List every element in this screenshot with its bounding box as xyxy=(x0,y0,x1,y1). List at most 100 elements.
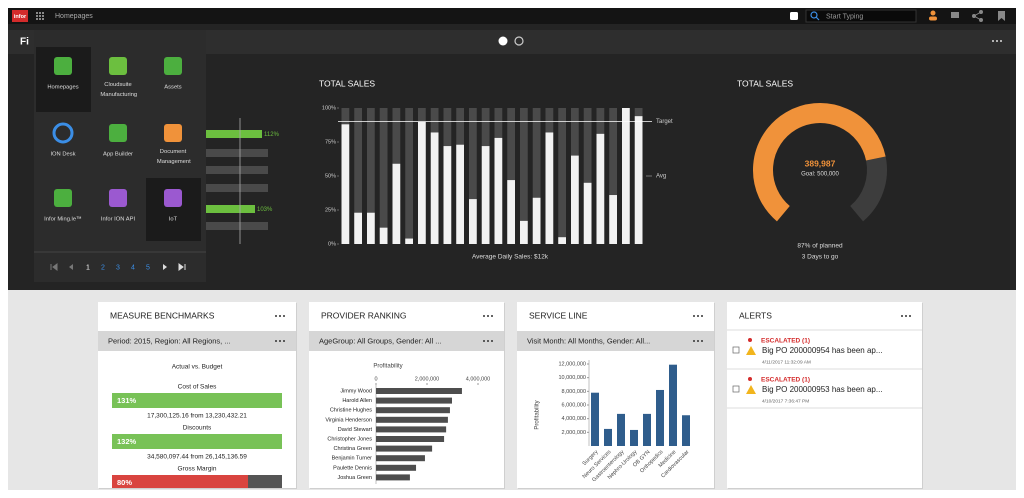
bar-track xyxy=(367,108,375,244)
app-icon[interactable] xyxy=(54,57,72,75)
app-label[interactable]: IoT xyxy=(169,217,178,223)
bar xyxy=(481,146,490,244)
bar xyxy=(392,163,401,244)
left-bar xyxy=(200,130,262,138)
app-icon[interactable] xyxy=(164,124,182,142)
bar xyxy=(376,455,425,462)
menu-dot xyxy=(697,340,699,342)
app-icon[interactable] xyxy=(164,57,182,75)
alert-status: ESCALATED (1) xyxy=(761,377,810,384)
gauge-days: 3 Days to go xyxy=(802,254,839,261)
page-number[interactable]: 3 xyxy=(116,264,120,271)
bar xyxy=(571,155,579,244)
page-number[interactable]: 5 xyxy=(146,264,150,271)
filter-menu[interactable] xyxy=(483,340,493,342)
first-page[interactable] xyxy=(50,263,58,271)
bar xyxy=(630,429,638,446)
page-number[interactable]: 2 xyxy=(101,264,105,271)
card-filter-bar[interactable] xyxy=(309,331,504,351)
card-menu[interactable] xyxy=(693,315,703,317)
alert-message[interactable]: Big PO 200000953 has been ap... xyxy=(762,385,883,394)
card-menu[interactable] xyxy=(275,315,285,317)
benchmark-name: Gross Margin xyxy=(177,466,216,473)
app-icon[interactable] xyxy=(54,189,72,207)
filter-menu[interactable] xyxy=(693,340,703,342)
app-label[interactable]: Cloudsuite Manufacturing xyxy=(99,82,137,98)
app-icon[interactable] xyxy=(109,124,127,142)
app-grid-icon[interactable] xyxy=(36,12,44,20)
search-icon xyxy=(810,11,818,19)
page-number[interactable]: 1 xyxy=(86,264,90,271)
gauge-note: 87% of planned xyxy=(797,243,843,250)
share-icon[interactable] xyxy=(972,10,983,22)
benchmark-detail: 17,300,125.16 from 13,230,432.21 xyxy=(147,413,247,420)
prev-page[interactable] xyxy=(69,264,73,270)
app-icon[interactable] xyxy=(164,189,182,207)
bar xyxy=(354,212,362,244)
category-label: Christopher Jones xyxy=(327,436,372,442)
carousel-dot-active[interactable] xyxy=(498,36,508,46)
app-label[interactable]: ION Desk xyxy=(50,152,75,158)
filter-menu[interactable] xyxy=(275,340,285,342)
menu-dot xyxy=(701,315,703,317)
bar xyxy=(643,413,651,446)
page-number[interactable]: 4 xyxy=(131,264,135,271)
search-box[interactable] xyxy=(805,9,917,23)
chat-icon[interactable] xyxy=(951,12,959,18)
alert-message[interactable]: Big PO 200000954 has been ap... xyxy=(762,346,883,355)
y-tick-label: 75% xyxy=(325,139,336,145)
breadcrumb[interactable]: Homepages xyxy=(55,13,93,20)
app-icon[interactable] xyxy=(109,57,127,75)
gauge-goal-label: Goal: 500,000 xyxy=(801,172,839,178)
menu-dot xyxy=(279,340,281,342)
bar-track xyxy=(532,108,541,244)
bar xyxy=(443,146,452,244)
menu-dot xyxy=(901,315,903,317)
bar xyxy=(532,197,541,244)
app-label[interactable]: Homepages xyxy=(47,85,78,91)
status-dot xyxy=(748,377,752,381)
app-label[interactable]: Document Management xyxy=(155,149,191,165)
card-filter-bar[interactable] xyxy=(517,331,714,351)
bar xyxy=(591,392,599,446)
card-filter: Period: 2015, Region: All Regions, ... xyxy=(108,336,231,345)
benchmark-value: 131% xyxy=(117,396,137,405)
card-menu[interactable] xyxy=(901,315,911,317)
app-icon[interactable] xyxy=(52,122,74,144)
x-tick-label: 0 xyxy=(374,376,377,382)
gauge-track xyxy=(849,156,887,222)
bar xyxy=(376,474,410,481)
category-label: Christina Green xyxy=(333,446,372,452)
app-icon[interactable] xyxy=(109,189,127,207)
category-label: Jimmy Wood xyxy=(340,388,372,394)
card-filter-bar[interactable] xyxy=(98,331,296,351)
carousel-dot[interactable] xyxy=(514,36,524,46)
app-label[interactable]: Infor Ming.le™ xyxy=(44,217,82,223)
alert-checkbox[interactable] xyxy=(732,385,740,393)
x-tick-label: 4,000,000 xyxy=(466,376,490,382)
bar-track xyxy=(469,108,477,244)
bar-group xyxy=(112,434,282,449)
bar-track xyxy=(558,108,566,244)
logo[interactable] xyxy=(12,10,28,22)
left-bar xyxy=(200,149,268,157)
app-label[interactable]: Assets xyxy=(164,85,181,91)
last-page[interactable] xyxy=(178,263,186,271)
toggle[interactable] xyxy=(790,12,798,20)
menu-dot xyxy=(693,340,695,342)
next-page[interactable] xyxy=(163,264,167,270)
bookmark-icon[interactable] xyxy=(998,11,1005,21)
app-label[interactable]: Infor ION API xyxy=(101,217,136,223)
user-icon[interactable] xyxy=(929,10,937,21)
left-bar xyxy=(200,205,255,213)
y-tick-label: 100% xyxy=(322,105,336,111)
card-menu[interactable] xyxy=(483,315,493,317)
menu-dot xyxy=(275,340,277,342)
card-title: ALERTS xyxy=(739,310,772,320)
more-menu[interactable] xyxy=(992,40,1002,42)
warning-icon xyxy=(746,346,756,355)
alert-checkbox[interactable] xyxy=(732,346,740,354)
bar xyxy=(682,415,690,446)
app-label[interactable]: App Builder xyxy=(103,152,133,158)
bar xyxy=(669,364,677,446)
